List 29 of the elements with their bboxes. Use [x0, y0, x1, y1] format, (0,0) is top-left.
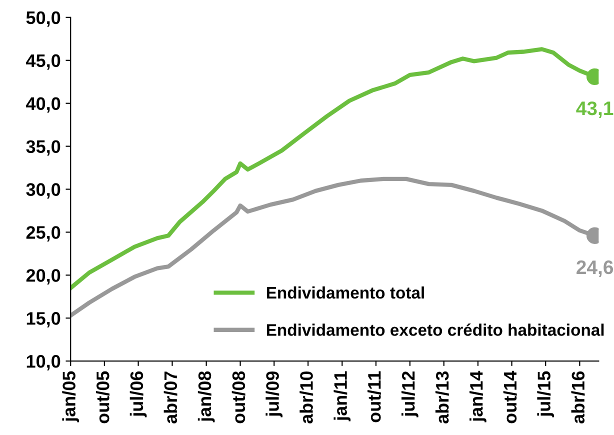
x-tick-label: jul/09: [266, 371, 283, 418]
y-tick-label: 10,0: [26, 354, 60, 370]
legend-label: Endividamento exceto crédito habitacional: [266, 323, 604, 336]
x-tick-label: jan/14: [470, 370, 486, 422]
annotation: 24,6: [576, 260, 614, 277]
x-tick-label: jan/08: [198, 371, 215, 422]
x-tick-label: abr/13: [435, 371, 449, 424]
x-tick-label: jan/05: [62, 371, 80, 422]
annotation: 43,1: [576, 101, 614, 118]
x-tick-label: abr/07: [164, 372, 178, 424]
x-tick-label: abr/10: [300, 372, 314, 424]
y-tick-label: 30,0: [26, 183, 60, 199]
x-tick-label: jan/11: [334, 371, 351, 422]
y-tick-label: 20,0: [26, 269, 60, 284]
x-tick-label: out/14: [503, 370, 517, 424]
x-tick-label: abr/16: [571, 371, 585, 424]
y-tick-label: 40,0: [26, 97, 60, 113]
x-tick-label: out/08: [232, 371, 246, 424]
x-tick-label: out/05: [96, 371, 110, 424]
y-tick-label: 45,0: [26, 54, 60, 70]
x-tick-label: jul/15: [537, 371, 554, 418]
y-tick-label: 15,0: [26, 312, 60, 328]
x-tick-label: jul/12: [402, 371, 418, 418]
x-tick-label: out/11: [368, 371, 381, 422]
legend-label: Endividamento total: [266, 286, 424, 299]
y-tick-label: 35,0: [26, 140, 60, 156]
x-tick-label: jul/06: [130, 371, 147, 418]
y-tick-label: 25,0: [26, 226, 60, 242]
y-tick-label: 50,0: [26, 11, 60, 27]
